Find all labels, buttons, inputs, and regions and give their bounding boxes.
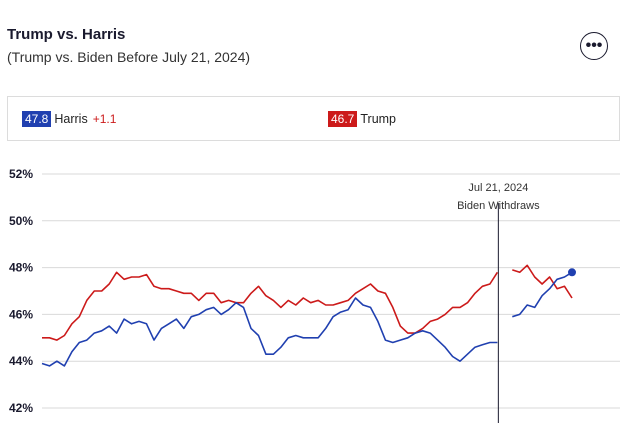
chart-title: Trump vs. Harris (7, 26, 126, 43)
y-tick-label: 48% (9, 261, 33, 275)
legend: 47.8 Harris +1.1 46.7 Trump (7, 96, 620, 141)
y-tick-label: 50% (9, 214, 33, 228)
y-tick-label: 44% (9, 354, 33, 368)
y-tick-label: 46% (9, 307, 33, 321)
trump-value-badge: 46.7 (328, 111, 358, 127)
more-options-button[interactable]: ••• (580, 32, 608, 60)
series-line-trump (42, 264, 573, 341)
y-tick-label: 42% (9, 401, 33, 415)
legend-item-harris[interactable]: 47.8 Harris +1.1 (22, 111, 116, 127)
legend-item-trump[interactable]: 46.7 Trump (328, 111, 396, 127)
series-line-harris (41, 271, 573, 367)
chart-subtitle: (Trump vs. Biden Before July 21, 2024) (7, 49, 251, 65)
harris-label: Harris (54, 112, 88, 126)
harris-value-badge: 47.8 (22, 111, 52, 127)
event-name-label: Biden Withdraws (457, 200, 540, 212)
harris-latest-point (568, 268, 576, 277)
harris-change: +1.1 (92, 112, 117, 126)
trump-label: Trump (360, 112, 397, 126)
event-date-label: Jul 21, 2024 (468, 182, 528, 194)
more-horizontal-icon: ••• (585, 37, 603, 54)
y-tick-label: 52% (9, 167, 33, 181)
